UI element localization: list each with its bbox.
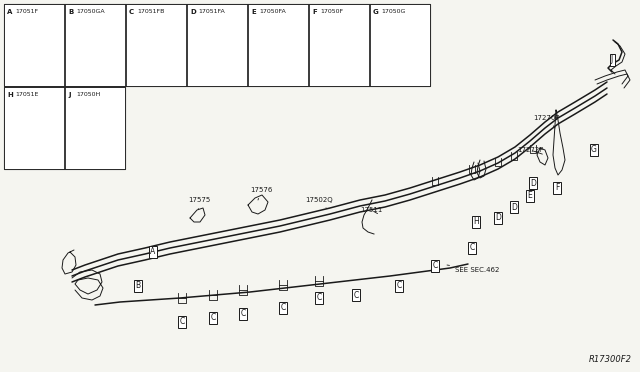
Bar xyxy=(65,87,125,169)
Text: H: H xyxy=(7,92,13,98)
Text: B: B xyxy=(68,9,73,15)
Text: C: C xyxy=(316,294,322,302)
Bar xyxy=(126,4,186,86)
Text: 17050GA: 17050GA xyxy=(76,9,104,14)
Text: A: A xyxy=(7,9,12,15)
Text: E: E xyxy=(251,9,256,15)
Bar xyxy=(4,4,64,86)
Text: 17050FA: 17050FA xyxy=(259,9,285,14)
Text: R17300F2: R17300F2 xyxy=(589,355,632,364)
Text: C: C xyxy=(241,310,246,318)
Text: G: G xyxy=(591,145,597,154)
Bar xyxy=(370,4,430,86)
Bar xyxy=(4,87,125,169)
Text: A: A xyxy=(150,247,156,257)
Text: 17050F: 17050F xyxy=(320,9,343,14)
Bar xyxy=(187,4,247,86)
Text: D: D xyxy=(511,202,517,212)
Text: 17050G: 17050G xyxy=(381,9,405,14)
Text: C: C xyxy=(280,304,285,312)
Bar xyxy=(4,87,64,169)
Text: 17051FA: 17051FA xyxy=(198,9,225,14)
Bar xyxy=(248,4,308,86)
Text: D: D xyxy=(190,9,196,15)
Text: C: C xyxy=(396,282,402,291)
Text: D: D xyxy=(530,179,536,187)
Text: F: F xyxy=(555,183,559,192)
Text: J: J xyxy=(68,92,70,98)
Text: 17051F: 17051F xyxy=(15,9,38,14)
Bar xyxy=(4,4,430,86)
Text: C: C xyxy=(211,314,216,323)
Text: SEE SEC.462: SEE SEC.462 xyxy=(447,265,499,273)
Text: 17576: 17576 xyxy=(250,187,273,200)
Text: B: B xyxy=(136,282,141,291)
Text: E: E xyxy=(527,192,532,201)
Text: 17051E: 17051E xyxy=(15,92,38,97)
Text: 17511: 17511 xyxy=(360,207,382,214)
Text: G: G xyxy=(373,9,379,15)
Text: 17270P: 17270P xyxy=(533,115,559,128)
Text: D: D xyxy=(495,214,501,222)
Text: 17050H: 17050H xyxy=(76,92,100,97)
Text: 17575: 17575 xyxy=(188,197,211,209)
Text: 17272P: 17272P xyxy=(517,147,543,154)
Text: 17051FB: 17051FB xyxy=(137,9,164,14)
Text: C: C xyxy=(469,244,475,253)
Text: C: C xyxy=(433,262,438,270)
Bar xyxy=(309,4,369,86)
Text: C: C xyxy=(353,291,358,299)
Text: 17502Q: 17502Q xyxy=(305,197,333,208)
Text: H: H xyxy=(473,218,479,227)
Text: C: C xyxy=(179,317,184,327)
Text: J: J xyxy=(611,55,613,64)
Bar xyxy=(65,4,125,86)
Text: F: F xyxy=(312,9,317,15)
Text: C: C xyxy=(129,9,134,15)
